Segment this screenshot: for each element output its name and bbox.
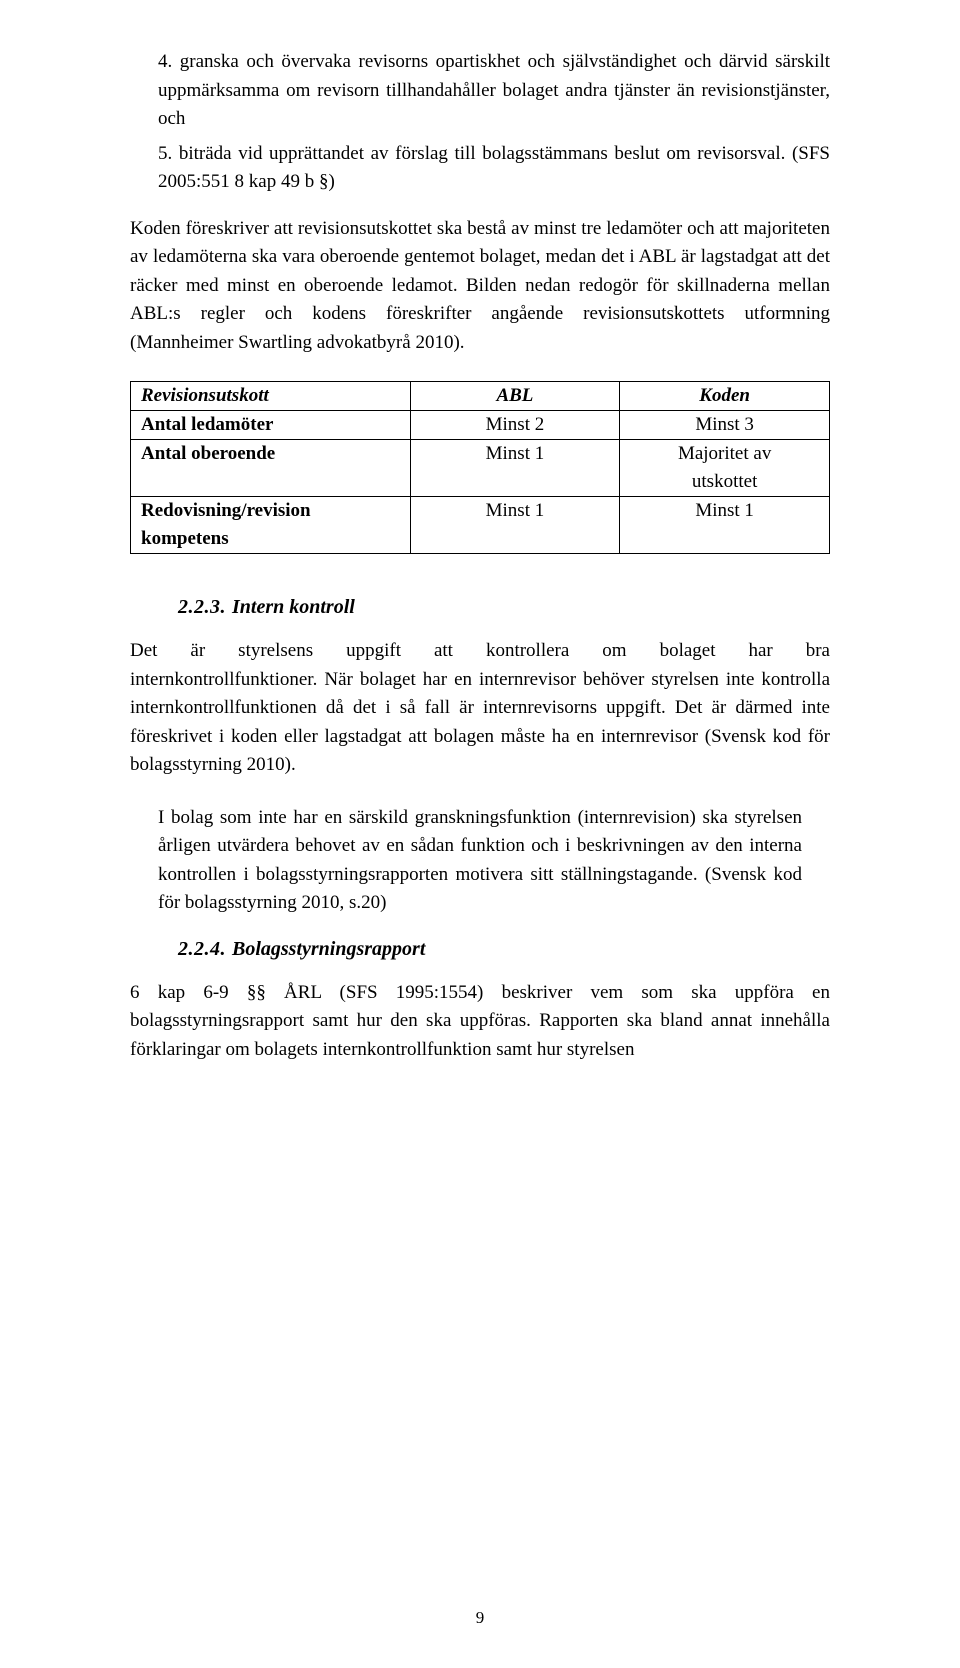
paragraph-intern-first: Det är styrelsens uppgift att kontroller… bbox=[130, 637, 830, 666]
th-abl: ABL bbox=[410, 382, 620, 411]
th-koden: Koden bbox=[620, 382, 830, 411]
cell-empty bbox=[131, 468, 411, 497]
cell-abl-2: Minst 2 bbox=[410, 411, 620, 440]
cell-abl-1: Minst 1 bbox=[410, 440, 620, 469]
cell-utskottet: utskottet bbox=[620, 468, 830, 497]
cell-koden-3: Minst 3 bbox=[620, 411, 830, 440]
cell-empty bbox=[410, 525, 620, 554]
heading-bolagsstyrningsrapport: 2.2.4. Bolagsstyrningsrapport bbox=[178, 938, 830, 961]
cell-redovisning: Redovisning/revision bbox=[131, 497, 411, 526]
cell-antal-ledamoter: Antal ledamöter bbox=[131, 411, 411, 440]
paragraph-intern-rest: internkontrollfunktioner. När bolaget ha… bbox=[130, 666, 830, 780]
cell-antal-oberoende: Antal oberoende bbox=[131, 440, 411, 469]
list-item-4: 4. granska och övervaka revisorns oparti… bbox=[130, 48, 830, 134]
paragraph-koden: Koden föreskriver att revisionsutskottet… bbox=[130, 215, 830, 358]
cell-empty bbox=[410, 468, 620, 497]
cell-majoritet: Majoritet av bbox=[620, 440, 830, 469]
page-number: 9 bbox=[0, 1608, 960, 1628]
cell-minst1b: Minst 1 bbox=[620, 497, 830, 526]
heading-title: Bolagsstyrningsrapport bbox=[232, 938, 425, 960]
table-row: Antal ledamöter Minst 2 Minst 3 bbox=[131, 411, 830, 440]
heading-intern-kontroll: 2.2.3. Intern kontroll bbox=[178, 596, 830, 619]
list-item-5: 5. biträda vid upprättandet av förslag t… bbox=[130, 140, 830, 197]
table-row: Redovisning/revision Minst 1 Minst 1 bbox=[131, 497, 830, 526]
comparison-table: Revisionsutskott ABL Koden Antal ledamöt… bbox=[130, 381, 830, 554]
heading-title: Intern kontroll bbox=[232, 596, 355, 618]
cell-kompetens: kompetens bbox=[131, 525, 411, 554]
document-page: 4. granska och övervaka revisorns oparti… bbox=[0, 0, 960, 1668]
table-row: utskottet bbox=[131, 468, 830, 497]
cell-empty bbox=[620, 525, 830, 554]
heading-number: 2.2.3. bbox=[178, 596, 226, 618]
paragraph-arl: 6 kap 6-9 §§ ÅRL (SFS 1995:1554) beskriv… bbox=[130, 979, 830, 1065]
table-header-row: Revisionsutskott ABL Koden bbox=[131, 382, 830, 411]
blockquote: I bolag som inte har en särskild granskn… bbox=[158, 804, 802, 918]
th-revisionsutskott: Revisionsutskott bbox=[131, 382, 411, 411]
table-row: kompetens bbox=[131, 525, 830, 554]
table-row: Antal oberoende Minst 1 Majoritet av bbox=[131, 440, 830, 469]
cell-minst1a: Minst 1 bbox=[410, 497, 620, 526]
heading-number: 2.2.4. bbox=[178, 938, 226, 960]
